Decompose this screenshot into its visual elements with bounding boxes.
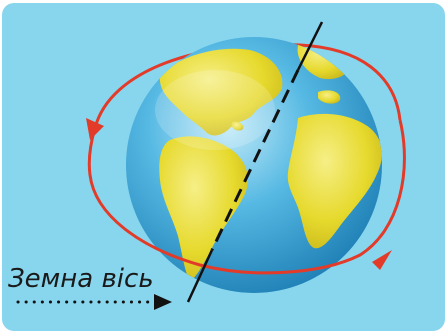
south-america-shape [159, 136, 248, 282]
earth-globe [126, 37, 382, 293]
orbit-arrowhead-left [86, 118, 104, 140]
label-pointer-arrowhead [154, 294, 172, 310]
africa-shape [287, 113, 382, 249]
north-america-shape [159, 48, 283, 136]
continents [159, 38, 382, 282]
earth-axis-dashed [210, 69, 300, 251]
earth-axis-bottom [186, 249, 214, 303]
earth-axis-label: Земна вісь [8, 264, 154, 294]
orbit-front-arc [87, 119, 406, 275]
orbit-arrowhead-right [372, 250, 392, 270]
earth-axis-top [296, 21, 324, 71]
